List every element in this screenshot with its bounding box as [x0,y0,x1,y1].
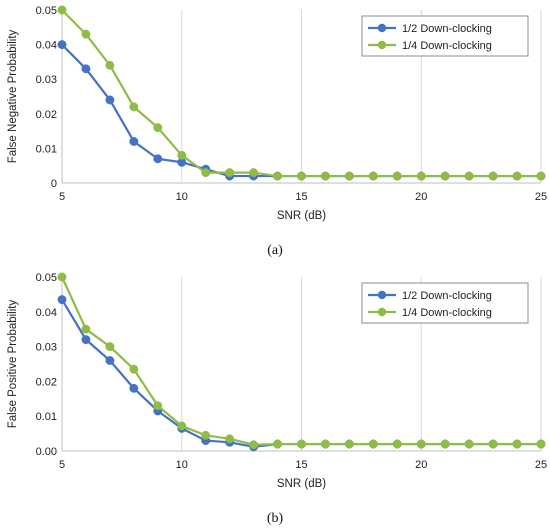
legend-entry-label: 1/2 Down-clocking [402,23,492,35]
y-tick-label: 0.01 [36,143,57,155]
x-axis-title: SNR (dB) [277,210,326,222]
data-point [105,356,115,365]
data-point [488,171,498,181]
data-point [153,123,163,133]
x-tick-label: 25 [535,191,547,203]
legend-entry-label: 1/4 Down-clocking [402,307,492,319]
legend: 1/2 Down-clocking 1/4 Down-clocking [361,15,529,57]
data-point [368,171,378,181]
data-point [440,171,450,181]
data-point [392,171,402,181]
data-point [249,168,259,178]
y-tick-label: 0.03 [36,342,57,354]
y-tick-label: 0 [51,178,57,190]
data-point [297,171,306,181]
y-tick-label: 0.05 [36,272,57,284]
data-point [129,137,139,146]
data-point [57,272,67,282]
data-point [105,60,115,70]
y-tick-label: 0.01 [36,411,57,423]
data-point [297,439,306,449]
data-point [129,102,139,112]
x-tick-label: 15 [295,459,307,471]
data-point [273,171,282,181]
x-tick-label: 20 [415,459,427,471]
x-axis-title: SNR (dB) [277,478,326,490]
x-tick-label: 5 [59,191,65,203]
data-point [129,364,139,374]
data-point [153,154,163,164]
caption: (a) [267,243,283,258]
data-point [512,171,522,181]
data-point [321,171,330,181]
data-point [512,439,522,449]
data-point [201,168,211,178]
chart-a: 5 10 15 20 25 0 0.01 0.02 0.03 0.04 0.05 SNR (dB) Fa… [7,5,547,258]
caption: (b) [267,511,284,526]
y-axis-title: False Negative Probability [7,29,19,163]
data-point [81,29,91,39]
data-point [225,168,235,178]
data-point [488,439,498,449]
data-point [464,171,474,181]
data-point [57,5,67,15]
data-point [105,342,115,352]
data-point [368,439,378,449]
data-point [57,40,67,50]
legend-entry-label: 1/2 Down-clocking [402,290,492,302]
data-point [201,430,211,440]
legend-swatch-marker [377,290,387,300]
data-point [177,150,187,160]
legend-swatch-marker [377,23,387,33]
legend: 1/2 Down-clocking 1/4 Down-clocking [361,282,529,324]
data-point [464,439,474,449]
data-point [81,335,91,345]
data-point [225,434,235,444]
x-tick-label: 15 [295,191,307,203]
y-tick-label: 0.00 [36,446,57,458]
chart-b: 5 10 15 20 25 0.00 0.01 0.02 0.03 0.04 0.05 SNR (dB… [7,272,547,526]
y-axis-title: False Positive Probability [7,300,19,429]
data-point [153,401,163,411]
y-tick-label: 0.05 [36,5,57,17]
legend-swatch-marker [377,307,387,317]
y-tick-label: 0.03 [36,74,57,86]
data-point [81,324,91,334]
data-point [536,439,546,449]
x-tick-label: 10 [176,459,188,471]
legend-swatch-marker [377,40,387,50]
y-tick-label: 0.02 [36,376,57,388]
data-point [536,171,546,181]
legend-box [361,282,529,324]
data-point [344,439,354,449]
data-point [249,440,259,450]
y-tick-label: 0.02 [36,109,57,121]
data-point [57,295,67,305]
data-point [416,439,426,449]
y-tick-label: 0.04 [36,40,57,52]
legend-box [361,15,529,57]
data-point [344,171,354,181]
data-point [321,439,330,449]
legend-entry-label: 1/4 Down-clocking [402,40,492,52]
y-tick-label: 0.04 [36,307,57,319]
x-tick-label: 25 [535,459,547,471]
x-tick-label: 10 [176,191,188,203]
data-point [392,439,402,449]
x-tick-label: 5 [59,459,65,471]
data-point [129,383,139,393]
data-point [177,421,187,431]
data-point [440,439,450,449]
x-tick-label: 20 [415,191,427,203]
data-point [81,64,91,74]
data-point [273,439,282,449]
data-point [105,95,115,105]
data-point [416,171,426,181]
